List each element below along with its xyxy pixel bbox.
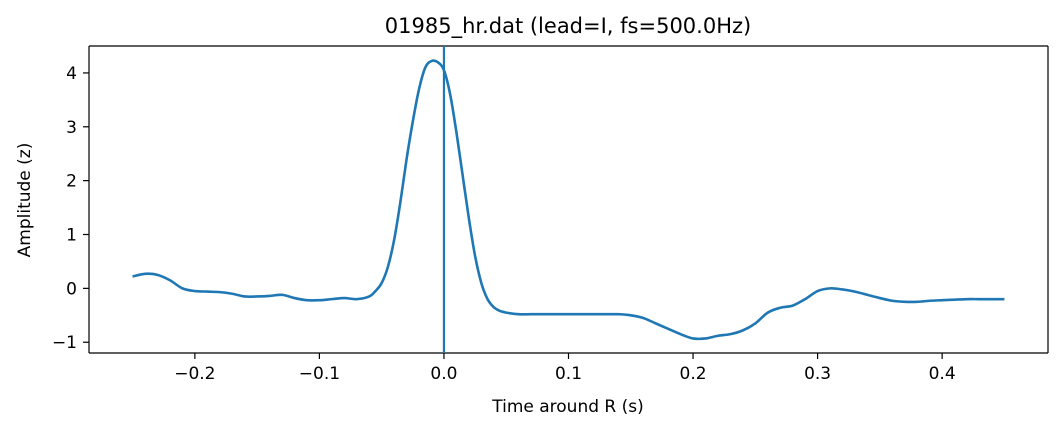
y-tick-label: 3 — [66, 118, 77, 138]
x-tick-label: −0.2 — [174, 364, 215, 384]
x-tick-label: 0.3 — [804, 364, 831, 384]
y-tick-label: 0 — [66, 279, 77, 299]
x-tick-label: 0.2 — [680, 364, 707, 384]
chart-title: 01985_hr.dat (lead=I, fs=500.0Hz) — [385, 14, 751, 39]
y-axis-label: Amplitude (z) — [15, 143, 35, 258]
x-tick-label: 0.0 — [430, 364, 457, 384]
series-layer — [132, 46, 1005, 353]
x-axis-ticks: −0.2 −0.1 0.0 0.1 0.2 0.3 0.4 — [174, 353, 956, 384]
y-tick-label: 4 — [66, 64, 77, 84]
plot-area — [88, 45, 1049, 354]
x-tick-label: −0.1 — [299, 364, 340, 384]
x-axis-label: Time around R (s) — [491, 397, 644, 417]
ecg-series-line — [132, 59, 1005, 341]
y-axis-ticks: −1 0 1 2 3 4 — [52, 64, 89, 353]
x-tick-label: 0.4 — [929, 364, 956, 384]
y-tick-label: 1 — [66, 226, 77, 246]
x-tick-label: 0.1 — [555, 364, 582, 384]
y-tick-label: 2 — [66, 172, 77, 192]
y-tick-label: −1 — [52, 333, 77, 353]
